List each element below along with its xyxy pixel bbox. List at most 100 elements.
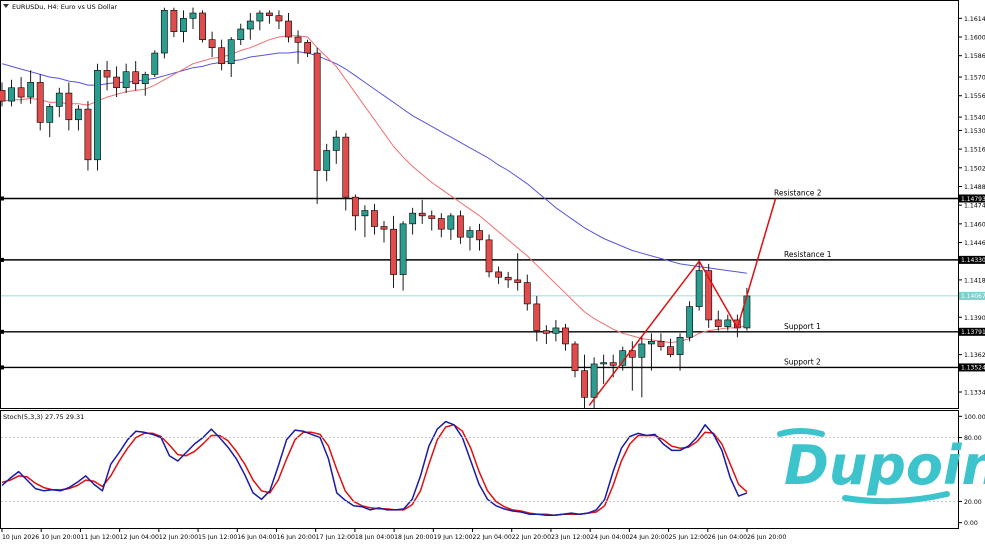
candle	[600, 354, 608, 384]
candle-body	[504, 276, 512, 281]
candle	[103, 61, 111, 91]
candle-body	[724, 319, 732, 327]
stoch-tick-label: 20.00	[964, 499, 982, 506]
candle-body	[476, 230, 483, 241]
main-price-panel[interactable]	[0, 0, 959, 409]
price-tags: 1.14793 1.14330 1.13791 1.13524 1.14067	[959, 194, 985, 372]
candle-body	[581, 370, 588, 398]
candle	[218, 39, 226, 71]
candle	[313, 47, 321, 204]
candle-body	[285, 20, 292, 38]
price-tick-label: 1.16140	[964, 16, 985, 23]
candle	[724, 314, 732, 331]
candle	[466, 226, 474, 251]
candle-body	[399, 223, 407, 275]
candle	[55, 87, 63, 118]
candle-body	[151, 52, 159, 75]
candle-body	[456, 215, 464, 238]
candle	[447, 213, 455, 240]
candle-body	[65, 92, 73, 121]
candle-body	[380, 226, 388, 230]
candle	[380, 221, 388, 243]
candle	[390, 215, 397, 288]
level-tag-text: 1.13791	[961, 329, 985, 336]
candle-body	[342, 136, 350, 198]
time-tick-label: 10 Jun 20:00	[41, 534, 80, 540]
candle-body	[180, 18, 187, 32]
time-tick-label: 22 Jun 04:00	[473, 534, 512, 540]
price-tick-label: 1.14460	[964, 240, 985, 247]
level-anchor	[0, 329, 4, 334]
candle-body	[523, 282, 531, 305]
candle	[180, 10, 187, 43]
candle	[304, 39, 311, 58]
candle-body	[208, 39, 216, 49]
price-tick-label: 1.15560	[964, 93, 985, 100]
candle-body	[351, 196, 359, 217]
candle-body	[495, 271, 502, 278]
candle	[361, 205, 369, 238]
candlestick-series	[0, 7, 751, 408]
price-tick-label: 1.15300	[964, 128, 985, 135]
stoch-main-line	[1, 420, 748, 516]
time-tick-label: 12 Jun 04:00	[120, 534, 159, 540]
price-tick-label: 1.14740	[964, 203, 985, 210]
candle	[94, 63, 101, 171]
zigzag-line	[588, 198, 777, 406]
stoch-tick-label: 80.00	[964, 435, 982, 442]
candle	[332, 130, 340, 164]
candle-body	[600, 362, 608, 365]
price-tick-label: 1.15860	[964, 53, 985, 60]
candle	[17, 77, 25, 104]
time-tick-label: 11 Jun 12:00	[80, 534, 119, 540]
stoch-tick-label: 100.00	[964, 414, 985, 421]
candle	[476, 223, 483, 251]
candle	[562, 323, 569, 351]
stochastic-lines	[1, 420, 748, 516]
price-tick-label: 1.13900	[964, 315, 985, 322]
candle	[456, 210, 464, 244]
candle	[160, 7, 168, 59]
candle-body	[75, 108, 82, 121]
time-tick-label: 18 Jun 20:00	[394, 534, 433, 540]
candle	[667, 338, 674, 358]
candle	[514, 253, 522, 291]
candle	[323, 143, 331, 182]
level-tag-bg	[959, 327, 985, 336]
candle	[409, 207, 417, 235]
support-resistance-levels: Resistance 2 Resistance 1 Support 1 Support…	[0, 188, 958, 370]
level-price-tag: 1.14793	[959, 194, 985, 203]
level-label: Support 2	[784, 357, 821, 366]
candle	[246, 13, 254, 40]
dupoin-logo: Dupoin	[777, 428, 985, 505]
candle	[581, 354, 588, 408]
candle-body	[94, 70, 101, 161]
level-label: Resistance 2	[774, 188, 822, 197]
candle	[285, 13, 292, 43]
candle	[265, 10, 273, 24]
candle-body	[657, 340, 665, 347]
candle	[27, 70, 35, 104]
time-tick-label: 22 Jun 20:00	[512, 534, 551, 540]
symbol-icon	[3, 4, 9, 8]
candle-body	[447, 215, 455, 230]
candle-body	[84, 108, 92, 161]
level-tag-text: 1.13524	[961, 365, 985, 372]
level-price-tag: 1.13524	[959, 363, 985, 372]
candle	[113, 66, 120, 98]
candle	[371, 203, 378, 235]
candle	[676, 333, 684, 371]
candle	[714, 310, 722, 331]
candle-body	[46, 106, 54, 123]
candle	[504, 271, 512, 288]
level-tag-text: 1.14330	[961, 257, 985, 264]
candle-body	[275, 15, 283, 22]
time-tick-label: 19 Jun 12:00	[433, 534, 472, 540]
candle	[208, 31, 216, 58]
candle	[199, 10, 206, 43]
candle-body	[390, 228, 397, 275]
candle-body	[533, 303, 541, 331]
candle	[275, 10, 283, 30]
